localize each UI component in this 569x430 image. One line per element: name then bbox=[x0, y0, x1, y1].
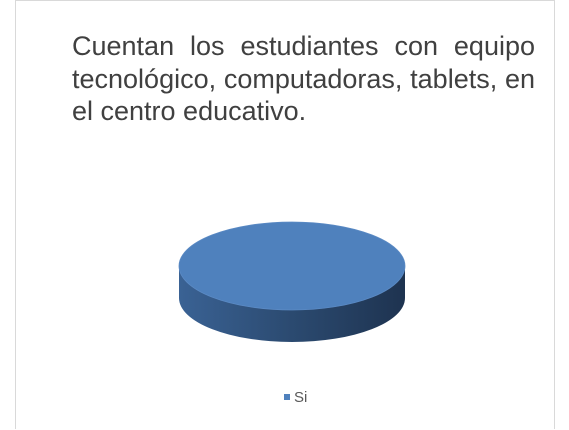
pie-slice-side bbox=[179, 266, 405, 342]
legend-label: Si bbox=[294, 389, 307, 406]
chart-title: Cuentan los estudiantes con equipo tecno… bbox=[72, 31, 535, 126]
chart-frame bbox=[15, 0, 555, 429]
legend-swatch bbox=[284, 394, 290, 400]
pie-slice bbox=[178, 221, 406, 311]
